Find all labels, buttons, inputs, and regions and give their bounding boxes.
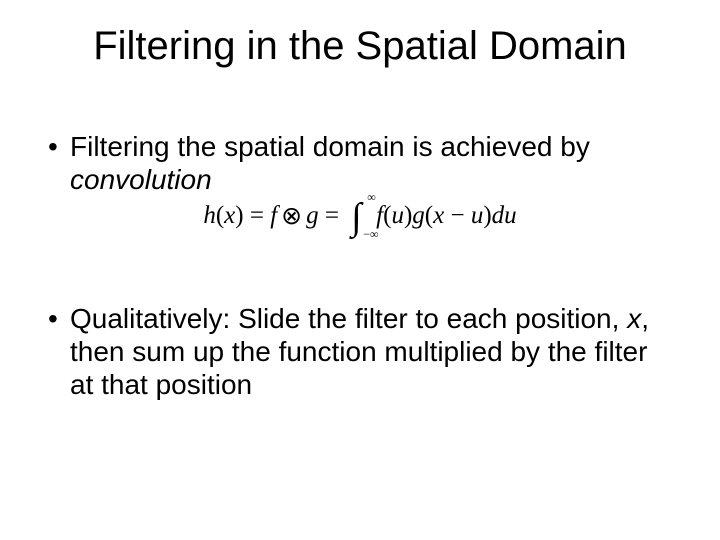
bullet-1-italic: convolution: [70, 164, 212, 195]
sym-f: f: [270, 202, 277, 229]
sym-x: x: [224, 202, 235, 229]
integral-upper: ∞: [367, 190, 376, 205]
sym-minus: −: [444, 202, 471, 229]
bullet-1: Filtering the spatial domain is achieved…: [48, 130, 678, 196]
slide: Filtering in the Spatial Domain Filterin…: [0, 0, 720, 540]
sym-g: g: [306, 202, 319, 229]
integral-icon: ∫: [351, 202, 361, 232]
sym-u: u: [391, 202, 404, 229]
integral: ∫∞−∞: [351, 200, 361, 234]
bullet-1-text: Filtering the spatial domain is achieved…: [70, 131, 590, 162]
sym-u2: u: [471, 202, 484, 229]
bullet-2-italic-x: x: [627, 303, 641, 334]
sym-rp3: ): [483, 202, 491, 229]
bullet-2: Qualitatively: Slide the filter to each …: [48, 302, 678, 401]
integral-lower: −∞: [363, 227, 378, 242]
sym-eq2: =: [319, 202, 346, 229]
slide-body: Filtering the spatial domain is achieved…: [48, 130, 678, 411]
slide-title: Filtering in the Spatial Domain: [0, 24, 720, 69]
sym-u3: u: [504, 202, 517, 229]
sym-d: d: [492, 202, 505, 229]
sym-lp3: (: [425, 202, 433, 229]
convolution-formula: h(x) = f⊗g = ∫∞−∞ f(u)g(x − u)du: [203, 200, 516, 234]
sym-eq: =: [244, 202, 271, 229]
bullet-list-2: Qualitatively: Slide the filter to each …: [48, 302, 678, 401]
bullet-2-text-a: Qualitatively: Slide the filter to each …: [70, 303, 627, 334]
sym-lparen: (: [216, 202, 224, 229]
sym-h: h: [203, 202, 216, 229]
sym-rparen: ): [235, 202, 243, 229]
sym-x2: x: [433, 202, 444, 229]
bullet-list: Filtering the spatial domain is achieved…: [48, 130, 678, 196]
otimes-icon: ⊗: [281, 201, 302, 231]
sym-g2: g: [412, 202, 425, 229]
formula-container: h(x) = f⊗g = ∫∞−∞ f(u)g(x − u)du: [0, 200, 720, 234]
